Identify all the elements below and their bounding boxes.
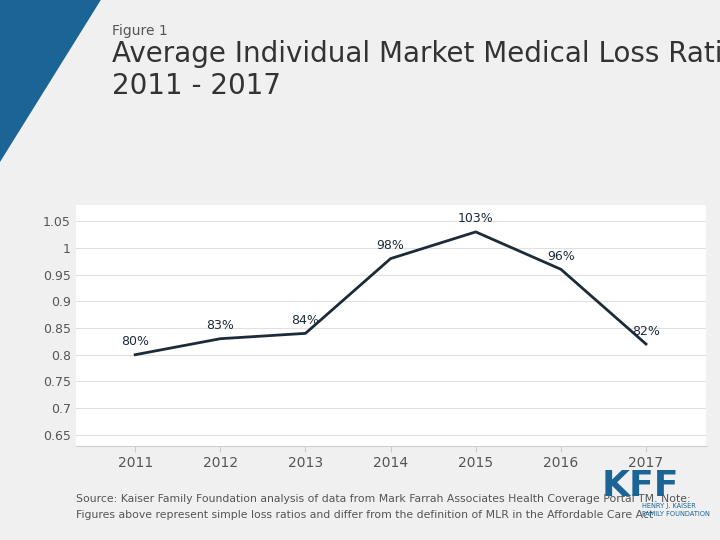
Text: Figures above represent simple loss ratios and differ from the definition of MLR: Figures above represent simple loss rati… (76, 510, 653, 521)
Text: Figure 1: Figure 1 (112, 24, 167, 38)
Text: 84%: 84% (292, 314, 320, 327)
Text: 98%: 98% (377, 239, 405, 252)
Text: 103%: 103% (458, 213, 494, 226)
Text: KFF: KFF (601, 469, 679, 503)
Text: HENRY J. KAISER
FAMILY FOUNDATION: HENRY J. KAISER FAMILY FOUNDATION (642, 503, 710, 517)
Text: Average Individual Market Medical Loss Ratios,
2011 - 2017: Average Individual Market Medical Loss R… (112, 40, 720, 100)
Text: 83%: 83% (207, 319, 234, 332)
Text: 96%: 96% (547, 250, 575, 263)
Text: 80%: 80% (121, 335, 149, 348)
Text: Source: Kaiser Family Foundation analysis of data from Mark Farrah Associates He: Source: Kaiser Family Foundation analysi… (76, 494, 690, 504)
Text: 82%: 82% (632, 325, 660, 338)
